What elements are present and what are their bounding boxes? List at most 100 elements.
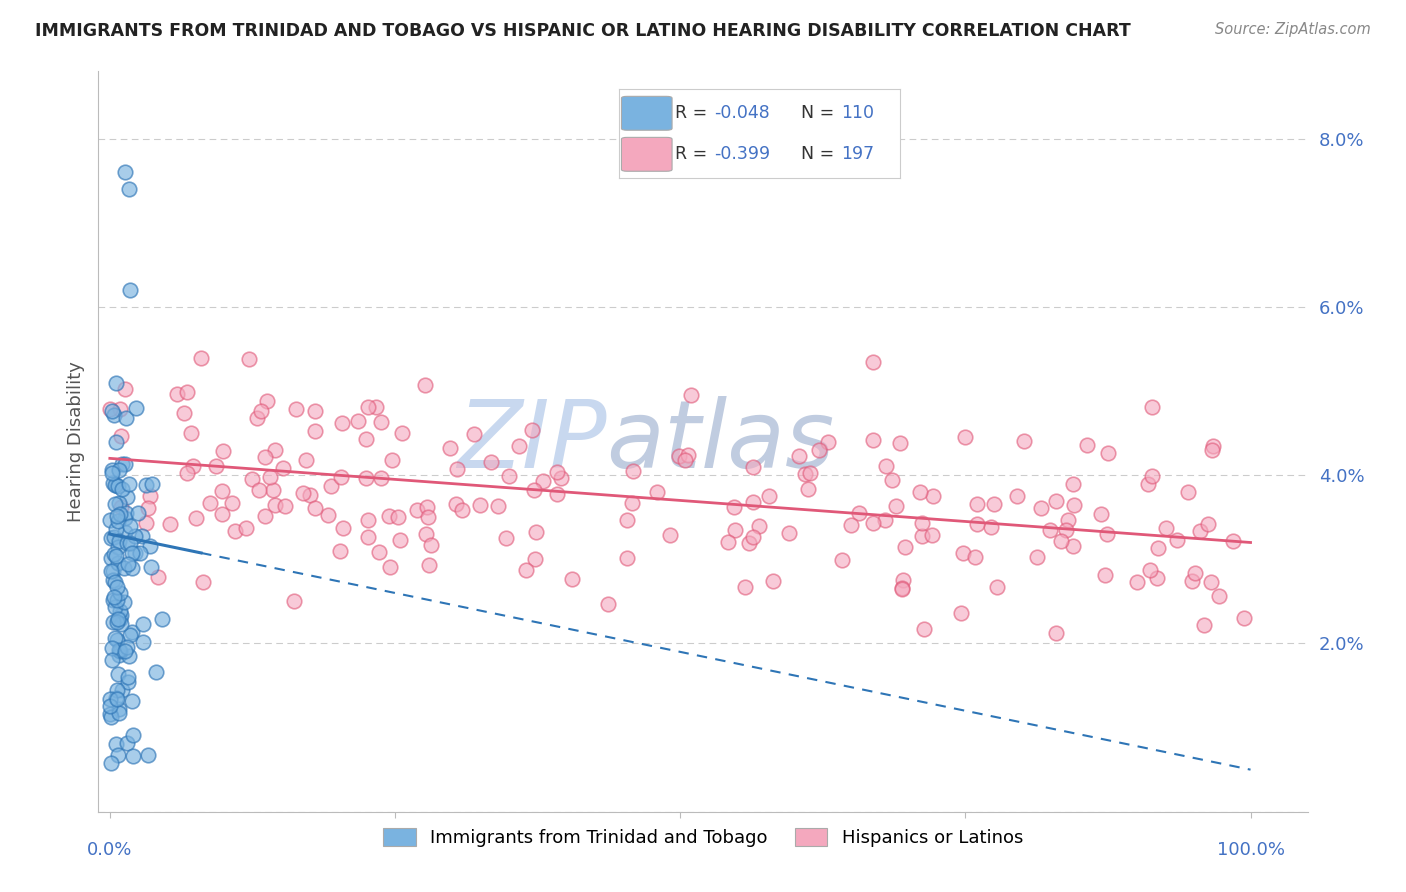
Point	[103, 547, 125, 561]
Point	[1139, 563, 1161, 577]
Point	[131, 635, 153, 649]
Point	[101, 615, 124, 630]
Point	[316, 508, 339, 522]
Point	[546, 486, 568, 500]
Point	[132, 617, 155, 632]
Point	[486, 499, 509, 513]
Point	[673, 453, 696, 467]
Point	[115, 640, 138, 654]
Point	[1062, 476, 1084, 491]
Point	[114, 524, 136, 539]
Point	[121, 694, 143, 708]
Point	[211, 507, 233, 521]
Point	[378, 560, 401, 574]
Point	[1026, 549, 1049, 564]
Point	[616, 551, 638, 566]
Point	[105, 690, 128, 705]
Point	[105, 682, 128, 697]
Point	[139, 489, 162, 503]
Point	[347, 414, 370, 428]
Point	[621, 464, 644, 478]
Point	[1140, 468, 1163, 483]
Point	[145, 665, 167, 679]
Point	[1146, 541, 1168, 555]
Point	[104, 575, 127, 590]
Point	[104, 600, 127, 615]
Point	[98, 698, 121, 713]
Point	[104, 549, 127, 564]
Point	[524, 551, 547, 566]
Point	[112, 594, 135, 608]
Point	[304, 501, 326, 516]
Point	[138, 539, 160, 553]
Point	[141, 476, 163, 491]
Point	[1197, 517, 1219, 532]
Point	[118, 477, 141, 491]
Point	[105, 691, 128, 706]
Point	[159, 517, 181, 532]
Point	[108, 643, 131, 657]
Point	[848, 506, 870, 520]
Point	[723, 500, 745, 515]
Point	[912, 622, 935, 636]
Point	[893, 541, 915, 555]
Point	[190, 351, 212, 365]
Point	[1039, 523, 1062, 537]
Point	[1184, 566, 1206, 580]
Point	[101, 641, 124, 656]
Point	[110, 500, 132, 514]
Point	[107, 508, 129, 523]
Point	[391, 426, 413, 441]
Point	[100, 531, 122, 545]
Point	[508, 439, 530, 453]
Point	[676, 449, 699, 463]
Point	[250, 404, 273, 418]
Text: -0.399: -0.399	[714, 145, 770, 163]
Point	[117, 490, 139, 504]
Point	[439, 441, 461, 455]
Point	[283, 594, 305, 608]
Point	[330, 416, 353, 430]
Point	[114, 561, 136, 575]
Text: Source: ZipAtlas.com: Source: ZipAtlas.com	[1215, 22, 1371, 37]
Point	[128, 546, 150, 560]
Point	[100, 463, 122, 477]
Point	[1208, 589, 1230, 603]
Point	[862, 355, 884, 369]
Point	[1188, 524, 1211, 538]
Point	[1126, 574, 1149, 589]
Point	[110, 429, 132, 443]
Point	[104, 737, 127, 751]
Point	[173, 406, 195, 420]
FancyBboxPatch shape	[621, 96, 672, 130]
Point	[104, 376, 127, 390]
Point	[742, 460, 765, 475]
Point	[450, 503, 472, 517]
Point	[120, 519, 142, 533]
Point	[446, 461, 468, 475]
Point	[103, 591, 125, 605]
Point	[332, 521, 354, 535]
Point	[875, 513, 897, 527]
Point	[523, 483, 546, 498]
Point	[356, 513, 378, 527]
Point	[107, 706, 129, 721]
Point	[211, 484, 233, 499]
Point	[107, 534, 129, 549]
Point	[366, 400, 388, 414]
Point	[121, 546, 143, 560]
Point	[103, 408, 125, 422]
Point	[416, 509, 439, 524]
Point	[921, 527, 943, 541]
Point	[841, 518, 863, 533]
Point	[1222, 533, 1244, 548]
Point	[108, 701, 131, 715]
Point	[138, 501, 160, 516]
Point	[891, 582, 914, 596]
Point	[950, 606, 973, 620]
Point	[658, 528, 681, 542]
Point	[107, 748, 129, 763]
Point	[107, 556, 129, 570]
Point	[110, 608, 132, 623]
Point	[370, 470, 392, 484]
